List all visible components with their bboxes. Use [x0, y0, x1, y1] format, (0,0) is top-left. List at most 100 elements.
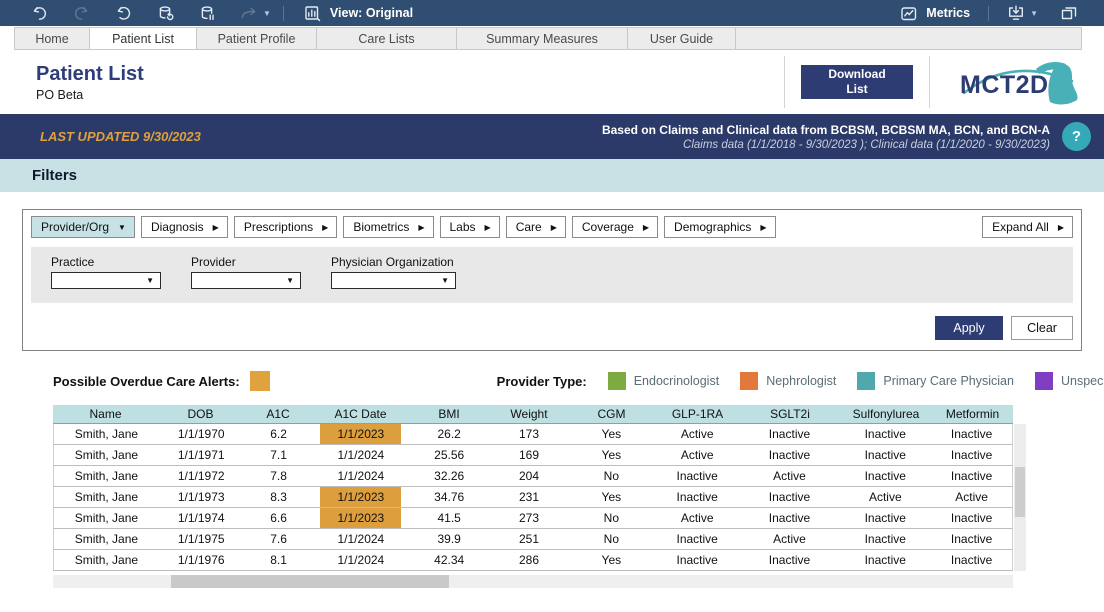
table-row[interactable]: Smith, Jane1/1/19757.61/1/202439.9251NoI… — [53, 529, 1013, 550]
undo-icon[interactable] — [30, 4, 48, 22]
view-menu[interactable]: View: Original — [296, 4, 413, 22]
physician-organization-dropdown[interactable]: ▼ — [331, 272, 456, 289]
cell-weight: 273 — [490, 508, 568, 528]
replay-icon[interactable] — [114, 4, 132, 22]
fullscreen-icon[interactable] — [1060, 4, 1078, 22]
filter-category-demographics[interactable]: Demographics▶ — [664, 216, 776, 238]
table-row[interactable]: Smith, Jane1/1/19706.21/1/202326.2173Yes… — [53, 424, 1013, 445]
column-header-a1c[interactable]: A1C — [243, 407, 313, 421]
cell-glp-1ra: Inactive — [655, 550, 740, 570]
column-header-cgm[interactable]: CGM — [568, 407, 655, 421]
filter-category-provider-org[interactable]: Provider/Org▼ — [31, 216, 135, 238]
cell-a1c-date: 1/1/2023 — [313, 508, 408, 528]
tab-care-lists[interactable]: Care Lists — [317, 28, 457, 49]
share-button[interactable]: ▼ — [228, 4, 271, 22]
filter-category-biometrics[interactable]: Biometrics▶ — [343, 216, 433, 238]
cell-cgm: Yes — [568, 550, 655, 570]
expand-all-label: Expand All — [992, 220, 1049, 234]
cell-glp-1ra: Inactive — [655, 466, 740, 486]
column-header-metformin[interactable]: Metformin — [932, 407, 1013, 421]
legend-label: Nephrologist — [766, 374, 836, 388]
cell-metformin: Active — [931, 487, 1012, 507]
view-icon — [304, 4, 322, 22]
expand-all-button[interactable]: Expand All▶ — [982, 216, 1073, 238]
horizontal-scrollbar-thumb[interactable] — [171, 575, 449, 588]
table-row[interactable]: Smith, Jane1/1/19738.31/1/202334.76231Ye… — [53, 487, 1013, 508]
display-download-icon — [1007, 4, 1025, 22]
column-header-name[interactable]: Name — [53, 407, 158, 421]
download-list-button[interactable]: Download List — [801, 65, 913, 99]
practice-dropdown[interactable]: ▼ — [51, 272, 161, 289]
tab-summary-measures[interactable]: Summary Measures — [457, 28, 628, 49]
cell-a1c-date: 1/1/2024 — [313, 445, 408, 465]
legend-row: Possible Overdue Care Alerts: Provider T… — [53, 371, 1104, 391]
endocrinologist-swatch — [608, 372, 626, 390]
nephrologist-swatch — [740, 372, 758, 390]
refresh-data-icon[interactable] — [156, 4, 174, 22]
tab-patient-list[interactable]: Patient List — [90, 28, 197, 49]
cell-metformin: Inactive — [931, 424, 1012, 444]
vertical-scrollbar-thumb[interactable] — [1015, 467, 1025, 517]
cell-sglt2i: Inactive — [740, 550, 840, 570]
cell-weight: 231 — [490, 487, 568, 507]
cell-bmi: 32.26 — [408, 466, 490, 486]
vertical-scrollbar[interactable] — [1014, 424, 1026, 571]
filter-category-label: Diagnosis — [151, 220, 204, 234]
filter-category-label: Care — [516, 220, 542, 234]
patient-table-header: NameDOBA1CA1C DateBMIWeightCGMGLP-1RASGL… — [53, 405, 1013, 424]
primary-care-physician-swatch — [857, 372, 875, 390]
page-subtitle: PO Beta — [36, 88, 144, 102]
filter-category-care[interactable]: Care ▶ — [506, 216, 566, 238]
clear-button[interactable]: Clear — [1011, 316, 1073, 340]
filter-category-label: Coverage — [582, 220, 634, 234]
column-header-a1c-date[interactable]: A1C Date — [313, 407, 408, 421]
table-row[interactable]: Smith, Jane1/1/19746.61/1/202341.5273NoA… — [53, 508, 1013, 529]
legend-item-endocrinologist: Endocrinologist — [608, 372, 719, 390]
table-row[interactable]: Smith, Jane1/1/19727.81/1/202432.26204No… — [53, 466, 1013, 487]
redo-icon[interactable] — [72, 4, 90, 22]
metrics-button[interactable]: Metrics — [900, 4, 970, 22]
chevron-right-icon: ▶ — [551, 223, 557, 232]
cell-bmi: 34.76 — [408, 487, 490, 507]
chevron-right-icon: ▶ — [485, 223, 491, 232]
patient-table-body: Smith, Jane1/1/19706.21/1/202326.2173Yes… — [53, 424, 1013, 571]
cell-sglt2i: Inactive — [740, 487, 840, 507]
filter-category-coverage[interactable]: Coverage▶ — [572, 216, 658, 238]
cell-sulfonylurea: Inactive — [839, 529, 931, 549]
chevron-down-icon: ▼ — [118, 223, 126, 232]
column-header-bmi[interactable]: BMI — [408, 407, 490, 421]
display-download-button[interactable]: ▼ — [1007, 4, 1038, 22]
column-header-dob[interactable]: DOB — [158, 407, 243, 421]
cell-metformin: Inactive — [931, 550, 1012, 570]
cell-sulfonylurea: Inactive — [839, 445, 931, 465]
column-header-sglt2i[interactable]: SGLT2i — [740, 407, 840, 421]
table-row[interactable]: Smith, Jane1/1/19717.11/1/202425.56169Ye… — [53, 445, 1013, 466]
logo-text: MCT2D — [960, 71, 1049, 100]
filter-category-diagnosis[interactable]: Diagnosis▶ — [141, 216, 228, 238]
apply-button[interactable]: Apply — [935, 316, 1003, 340]
column-header-weight[interactable]: Weight — [490, 407, 568, 421]
tab-user-guide[interactable]: User Guide — [628, 28, 736, 49]
update-banner: LAST UPDATED 9/30/2023 Based on Claims a… — [0, 114, 1104, 159]
horizontal-scrollbar[interactable] — [53, 575, 1013, 588]
table-row[interactable]: Smith, Jane1/1/19768.11/1/202442.34286Ye… — [53, 550, 1013, 571]
cell-sulfonylurea: Active — [839, 487, 931, 507]
header-divider — [784, 56, 785, 108]
provider-dropdown[interactable]: ▼ — [191, 272, 301, 289]
filter-category-labs[interactable]: Labs▶ — [440, 216, 500, 238]
legend-item-nephrologist: Nephrologist — [740, 372, 836, 390]
cell-bmi: 42.34 — [408, 550, 490, 570]
chevron-right-icon: ▶ — [418, 223, 424, 232]
column-header-glp-1ra[interactable]: GLP-1RA — [655, 407, 740, 421]
filter-category-prescriptions[interactable]: Prescriptions▶ — [234, 216, 338, 238]
column-header-sulfonylurea[interactable]: Sulfonylurea — [840, 407, 932, 421]
tab-home[interactable]: Home — [15, 28, 90, 49]
tab-patient-profile[interactable]: Patient Profile — [197, 28, 317, 49]
cell-sglt2i: Active — [740, 466, 840, 486]
cell-cgm: No — [568, 508, 655, 528]
help-button[interactable]: ? — [1062, 122, 1091, 151]
share-caret-icon: ▼ — [263, 9, 271, 18]
pause-updates-icon[interactable] — [198, 4, 216, 22]
cell-glp-1ra: Active — [655, 424, 740, 444]
header-divider — [929, 56, 930, 108]
